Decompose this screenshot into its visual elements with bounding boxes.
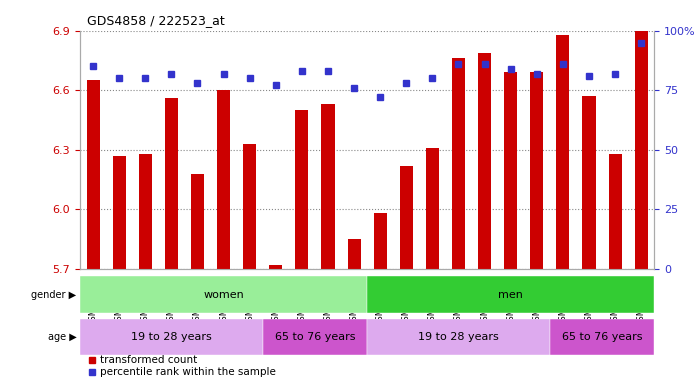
- Bar: [608, 154, 622, 269]
- Bar: [243, 144, 256, 269]
- Bar: [80, 319, 263, 355]
- Text: 65 to 76 years: 65 to 76 years: [562, 332, 642, 342]
- Bar: [80, 276, 367, 313]
- Text: transformed count: transformed count: [100, 355, 197, 365]
- Bar: [86, 80, 100, 269]
- Bar: [504, 73, 517, 269]
- Bar: [367, 319, 550, 355]
- Bar: [139, 154, 152, 269]
- Bar: [635, 31, 648, 269]
- Bar: [263, 319, 367, 355]
- Bar: [367, 276, 654, 313]
- Bar: [269, 265, 283, 269]
- Text: GDS4858 / 222523_at: GDS4858 / 222523_at: [87, 14, 225, 27]
- Text: 19 to 28 years: 19 to 28 years: [131, 332, 212, 342]
- Bar: [478, 53, 491, 269]
- Text: 19 to 28 years: 19 to 28 years: [418, 332, 499, 342]
- Bar: [530, 73, 544, 269]
- Bar: [347, 239, 361, 269]
- Bar: [452, 58, 465, 269]
- Text: age ▶: age ▶: [48, 332, 77, 342]
- Bar: [583, 96, 596, 269]
- Text: men: men: [498, 290, 523, 300]
- Bar: [165, 98, 178, 269]
- Text: 65 to 76 years: 65 to 76 years: [275, 332, 355, 342]
- Bar: [295, 110, 308, 269]
- Bar: [113, 156, 126, 269]
- Bar: [556, 35, 569, 269]
- Text: gender ▶: gender ▶: [31, 290, 77, 300]
- Text: percentile rank within the sample: percentile rank within the sample: [100, 367, 276, 377]
- Bar: [322, 104, 335, 269]
- Text: women: women: [203, 290, 244, 300]
- Bar: [374, 213, 387, 269]
- Bar: [191, 174, 204, 269]
- Bar: [217, 90, 230, 269]
- Bar: [400, 166, 413, 269]
- Bar: [550, 319, 654, 355]
- Bar: [426, 148, 439, 269]
